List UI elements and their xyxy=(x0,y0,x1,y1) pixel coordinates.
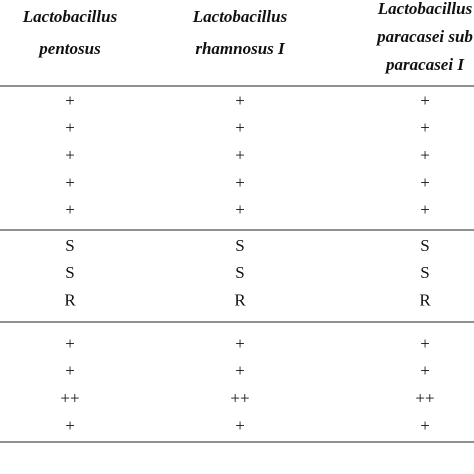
column-header: paracasei I xyxy=(384,55,465,74)
cell: + xyxy=(65,91,75,110)
cell: S xyxy=(235,236,244,255)
column-header: paracasei sub xyxy=(375,27,473,46)
column-header: Lactobacillus xyxy=(377,0,473,18)
cell: + xyxy=(420,146,430,165)
cell: + xyxy=(420,200,430,219)
cell: R xyxy=(234,291,246,310)
cell: + xyxy=(65,200,75,219)
cell: R xyxy=(419,291,431,310)
cell: S xyxy=(65,263,74,282)
cell: + xyxy=(65,416,75,435)
cell: + xyxy=(235,173,245,192)
cell: + xyxy=(235,91,245,110)
cell: + xyxy=(420,118,430,137)
cell: + xyxy=(420,91,430,110)
cell: + xyxy=(235,118,245,137)
column-header: pentosus xyxy=(37,39,101,58)
column-header: Lactobacillus xyxy=(192,7,288,26)
cell: S xyxy=(420,236,429,255)
cell: + xyxy=(235,334,245,353)
cell: + xyxy=(65,146,75,165)
cell: + xyxy=(235,200,245,219)
cell: + xyxy=(235,361,245,380)
cell: ++ xyxy=(415,389,434,408)
cell: + xyxy=(235,416,245,435)
cell: S xyxy=(235,263,244,282)
cell: + xyxy=(420,416,430,435)
cell: + xyxy=(65,334,75,353)
cell: + xyxy=(235,146,245,165)
cell: S xyxy=(420,263,429,282)
cell: + xyxy=(420,334,430,353)
cell: ++ xyxy=(60,389,79,408)
column-header: rhamnosus I xyxy=(195,39,286,58)
cell: + xyxy=(420,173,430,192)
cell: S xyxy=(65,236,74,255)
cell: R xyxy=(64,291,76,310)
column-header: Lactobacillus xyxy=(22,7,118,26)
cell: + xyxy=(65,361,75,380)
cell: + xyxy=(65,118,75,137)
cell: + xyxy=(65,173,75,192)
cell: + xyxy=(420,361,430,380)
cell: ++ xyxy=(230,389,249,408)
